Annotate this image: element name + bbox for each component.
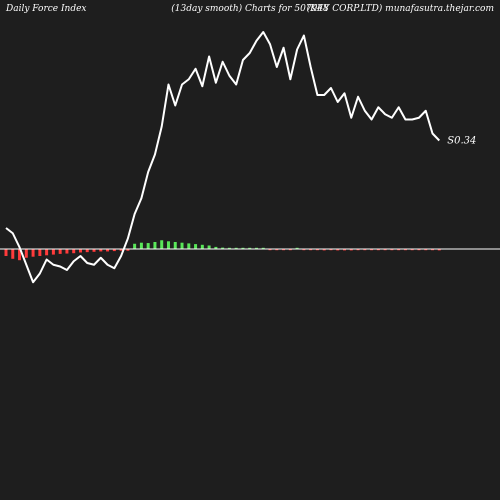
force-bar <box>356 249 360 251</box>
force-bar <box>410 249 414 251</box>
force-bar <box>363 249 367 251</box>
force-bar <box>187 243 191 249</box>
force-bar <box>31 249 35 257</box>
force-bar <box>85 249 89 253</box>
force-bar <box>397 249 401 251</box>
force-bar <box>214 246 218 249</box>
force-bar <box>349 249 353 251</box>
force-bar <box>126 249 130 251</box>
force-bar <box>200 244 204 249</box>
force-bar <box>329 249 333 251</box>
force-bar <box>146 243 150 249</box>
header-right: (KEY CORP.LTD) munafasutra.thejar.com <box>307 3 494 14</box>
force-bar <box>65 249 69 254</box>
force-bar <box>180 242 184 249</box>
force-bar <box>268 249 272 251</box>
force-bar <box>376 249 380 251</box>
force-bar <box>92 249 96 252</box>
force-bar <box>315 249 319 251</box>
force-bar <box>282 249 286 251</box>
force-bar <box>45 249 49 256</box>
force-bar <box>343 249 346 251</box>
force-bar <box>139 242 143 249</box>
force-bar <box>390 249 394 251</box>
force-bar <box>38 249 42 256</box>
force-bar <box>248 247 252 249</box>
header-center: (13day smooth) Charts for 507948 <box>171 3 329 14</box>
force-bar <box>119 249 123 251</box>
force-bar <box>417 249 421 251</box>
force-bar <box>424 249 428 251</box>
force-bar <box>336 249 340 251</box>
force-bar <box>370 249 374 251</box>
force-bar <box>254 247 258 249</box>
force-bar <box>194 244 198 249</box>
force-bar <box>437 249 441 251</box>
force-bar <box>99 249 103 252</box>
force-bar <box>383 249 387 251</box>
force-bar <box>302 249 306 251</box>
force-bar <box>58 249 62 254</box>
force-bar <box>78 249 82 253</box>
last-value-label: S0.34 <box>447 136 476 147</box>
force-bar <box>234 247 238 249</box>
force-bar <box>133 243 137 249</box>
force-bar <box>160 240 164 249</box>
force-bar <box>51 249 55 255</box>
force-bar <box>221 247 225 249</box>
force-bar <box>309 249 313 251</box>
force-bar <box>4 249 8 256</box>
force-bar <box>322 249 326 251</box>
force-bar <box>288 249 292 251</box>
force-bar <box>227 247 231 249</box>
force-bar <box>18 249 22 261</box>
force-bar <box>295 247 299 249</box>
force-index-bars <box>4 240 441 261</box>
force-bar <box>241 247 245 249</box>
smoothed-force-line <box>5 31 440 284</box>
force-bar <box>72 249 76 254</box>
force-bar <box>153 242 157 249</box>
force-bar <box>261 247 265 249</box>
force-bar <box>24 249 28 258</box>
force-bar <box>106 249 110 252</box>
force-bar <box>166 241 170 249</box>
force-bar <box>275 249 279 251</box>
force-bar <box>431 249 435 251</box>
force-bar <box>11 249 15 259</box>
force-bar <box>207 245 211 249</box>
force-bar <box>173 242 177 249</box>
force-bar <box>112 249 116 252</box>
header-left: Daily Force Index <box>5 4 87 14</box>
force-bar <box>403 249 407 251</box>
